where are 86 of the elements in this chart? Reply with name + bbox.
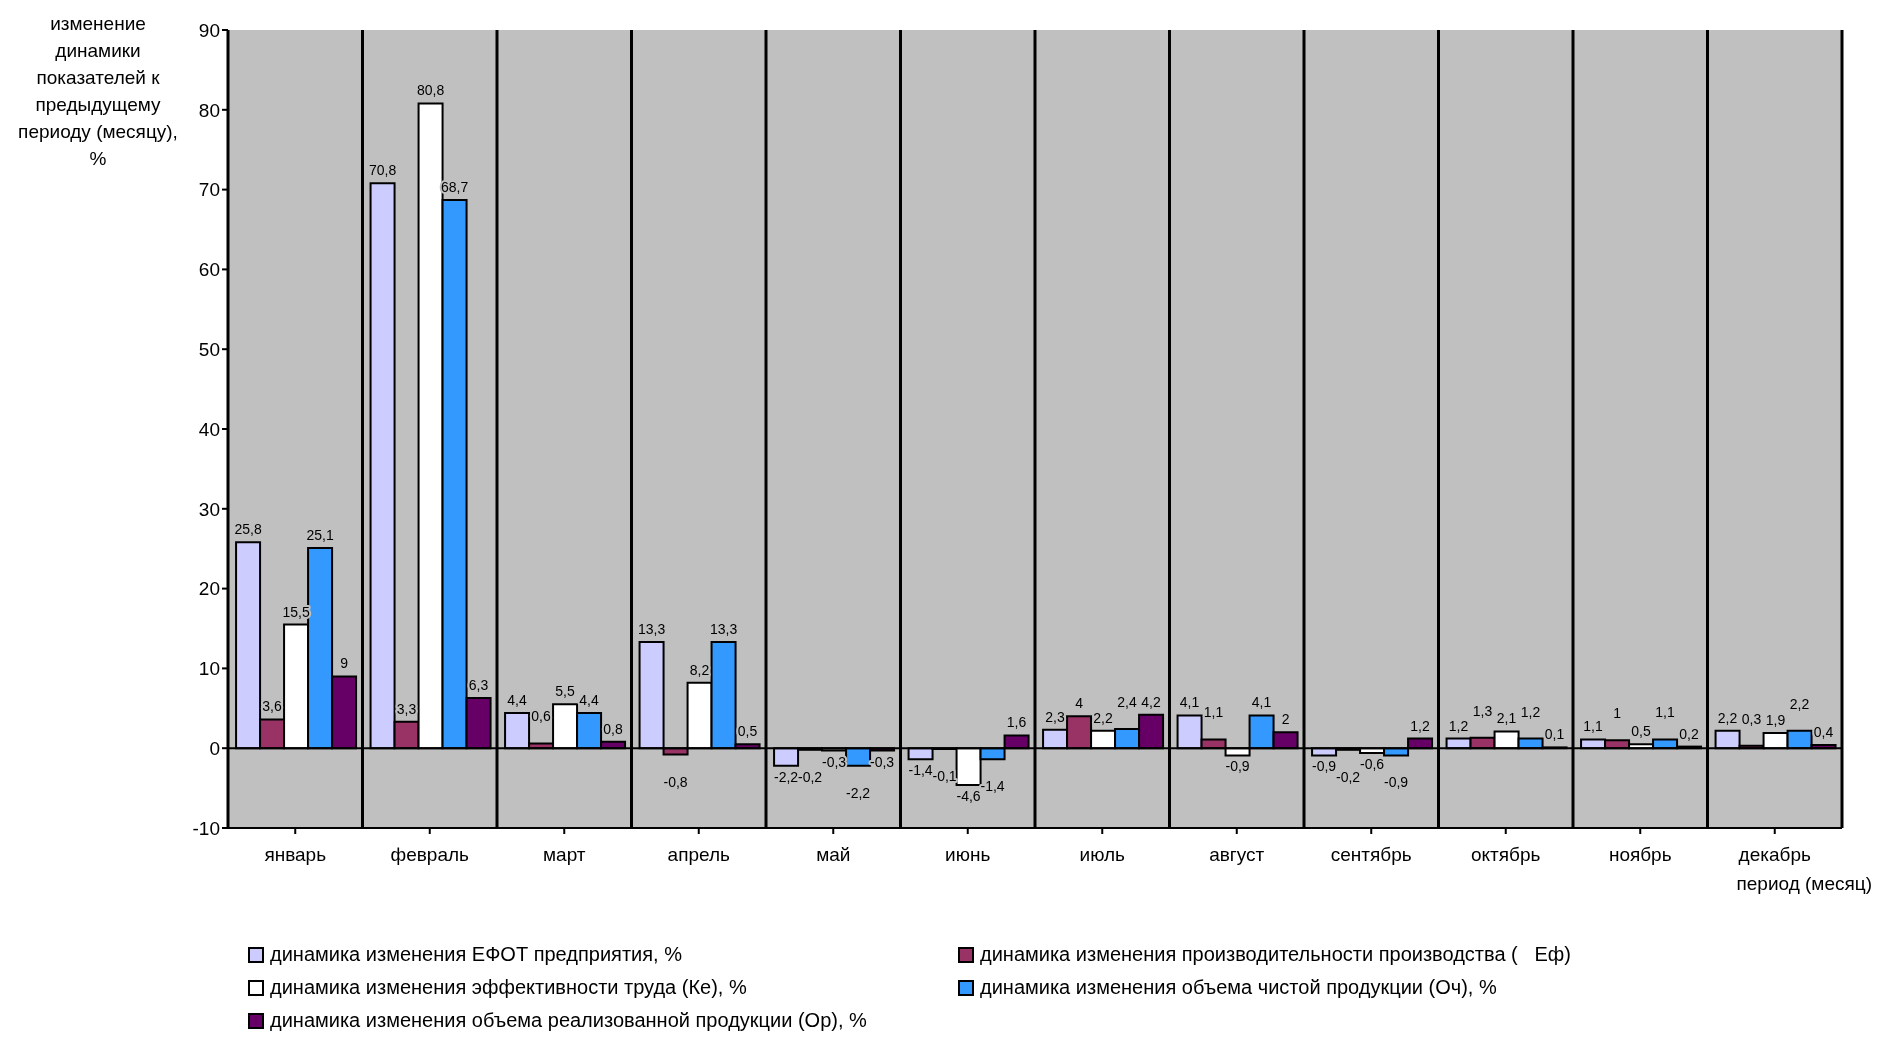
y-tick-label: 0 xyxy=(209,737,220,759)
y-tick-label: 10 xyxy=(198,658,220,680)
data-label: 2,2 xyxy=(1093,709,1114,726)
x-tick-label: июнь xyxy=(945,844,991,866)
x-tick-label: август xyxy=(1209,844,1265,866)
data-label: 4,1 xyxy=(1251,694,1272,711)
data-label: -0,2 xyxy=(798,768,823,785)
y-tick-label: -10 xyxy=(192,817,220,839)
data-label: 3,3 xyxy=(396,700,417,717)
data-label: 1,2 xyxy=(1520,703,1541,720)
data-label: 13,3 xyxy=(637,621,666,638)
legend-label: динамика изменения эффективности труда (Ке), % xyxy=(270,976,747,999)
data-label: -1,4 xyxy=(980,778,1005,795)
x-tick-label: февраль xyxy=(390,844,470,866)
data-label: -0,8 xyxy=(663,773,688,790)
data-label: 2,2 xyxy=(1789,695,1810,712)
y-tick-label: 20 xyxy=(198,578,220,600)
data-label: 0,6 xyxy=(531,708,552,725)
data-label: -4,6 xyxy=(956,787,981,804)
data-label: 1,2 xyxy=(1410,717,1431,734)
data-label: 2 xyxy=(1281,711,1290,728)
x-axis-title: период (месяц) xyxy=(1736,873,1872,895)
x-tick-label: апрель xyxy=(667,844,731,866)
data-label: -0,9 xyxy=(1225,758,1250,775)
y-tick-label: 40 xyxy=(198,418,220,440)
data-label: 0,2 xyxy=(1679,725,1700,742)
legend-label: динамика изменения производительности производства ( Еф) xyxy=(980,943,1571,966)
data-label: 4,4 xyxy=(579,692,600,709)
legend-label: динамика изменения ЕФОТ предприятия, % xyxy=(270,943,682,966)
data-label: -0,9 xyxy=(1312,758,1337,775)
data-label: 1,2 xyxy=(1448,717,1469,734)
data-label: 1,1 xyxy=(1655,704,1676,721)
data-label: 2,1 xyxy=(1496,710,1517,727)
data-label: 2,3 xyxy=(1045,708,1066,725)
x-tick-label: июль xyxy=(1079,844,1126,866)
data-label: 80,8 xyxy=(416,82,445,99)
data-label: 4 xyxy=(1075,695,1084,712)
data-label: -2,2 xyxy=(846,784,871,801)
data-label: 1,1 xyxy=(1203,704,1224,721)
data-label: 9 xyxy=(340,655,349,672)
y-tick-label: 80 xyxy=(198,99,220,121)
data-label: 0,1 xyxy=(1544,726,1565,743)
y-tick-label: 70 xyxy=(198,179,220,201)
data-label: 3,6 xyxy=(262,698,283,715)
data-label: 0,5 xyxy=(1631,723,1652,740)
x-tick-label: январь xyxy=(264,844,327,866)
data-label: 8,2 xyxy=(689,661,710,678)
data-label: 2,2 xyxy=(1717,709,1738,726)
data-label: 0,8 xyxy=(603,720,624,737)
y-tick-label: 50 xyxy=(198,338,220,360)
x-tick-label: сентябрь xyxy=(1330,844,1412,866)
data-label: 13,3 xyxy=(709,621,738,638)
data-label: 25,1 xyxy=(306,526,334,543)
data-label: 6,3 xyxy=(468,676,489,693)
x-tick-label: ноябрь xyxy=(1608,844,1672,866)
x-tick-label: май xyxy=(816,844,851,866)
legend-label: динамика изменения объема чистой продукции (Оч), % xyxy=(980,976,1497,999)
data-label: -1,4 xyxy=(908,762,933,779)
data-label: 4,4 xyxy=(507,692,528,709)
data-label: -0,9 xyxy=(1384,774,1409,791)
legend-label: динамика изменения объема реализованной продукции (Ор), % xyxy=(270,1009,867,1032)
data-label: 1,1 xyxy=(1583,718,1604,735)
data-label: -0,1 xyxy=(932,768,957,784)
x-tick-label: декабрь xyxy=(1738,844,1811,866)
data-label: 4,1 xyxy=(1179,694,1200,711)
data-label: 0,5 xyxy=(737,723,758,740)
data-label: 4,2 xyxy=(1141,693,1162,710)
data-label: 1,9 xyxy=(1765,712,1786,729)
y-tick-label: 30 xyxy=(198,498,220,520)
data-label: 0,4 xyxy=(1813,724,1834,741)
data-label: 1 xyxy=(1613,705,1622,722)
x-tick-label: октябрь xyxy=(1471,844,1541,866)
y-tick-label: 90 xyxy=(198,19,220,41)
y-axis-title: изменение динамики показателей к предыдущему периоду (месяцу), % xyxy=(17,12,179,171)
data-label: 2,4 xyxy=(1117,694,1138,711)
data-label: 1,6 xyxy=(1006,714,1027,731)
y-tick-label: 60 xyxy=(198,259,220,281)
data-label: 5,5 xyxy=(555,683,576,700)
x-tick-label: март xyxy=(543,844,586,866)
data-label: -2,2 xyxy=(774,768,799,785)
data-label: -0,2 xyxy=(1336,768,1361,785)
data-label: 25,8 xyxy=(234,521,262,538)
data-label: 1,3 xyxy=(1472,702,1493,719)
data-label: 0,3 xyxy=(1741,710,1762,727)
data-label: 70,8 xyxy=(368,162,397,179)
data-label: -0,6 xyxy=(1360,755,1385,772)
